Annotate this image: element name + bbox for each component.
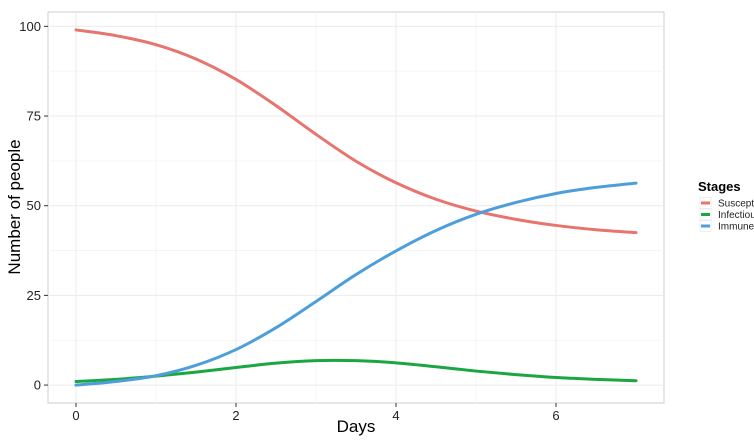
series-line-infectious xyxy=(74,358,638,383)
axis-ticks: 0 2 4 6 0 25 50 75 100 xyxy=(19,19,559,423)
y-axis-title: Number of people xyxy=(5,139,24,274)
y-tick-label: 0 xyxy=(34,378,41,393)
x-tick-label: 4 xyxy=(392,408,399,423)
x-axis-title: Days xyxy=(337,417,376,436)
legend: Stages SusceptibleInfectiousImmune xyxy=(698,179,754,233)
legend-items: SusceptibleInfectiousImmune xyxy=(699,197,754,233)
y-tick-label: 75 xyxy=(27,109,41,124)
x-tick-label: 2 xyxy=(232,408,239,423)
series-layer xyxy=(74,28,638,387)
x-tick-label: 0 xyxy=(72,408,79,423)
y-tick-label: 25 xyxy=(27,288,41,303)
y-tick-label: 50 xyxy=(27,198,41,213)
series-line-immune xyxy=(74,181,638,387)
x-tick-label: 6 xyxy=(552,408,559,423)
y-tick-label: 100 xyxy=(19,19,41,34)
series-line-susceptible xyxy=(74,28,638,235)
legend-title: Stages xyxy=(698,179,741,194)
legend-label-immune: Immune xyxy=(718,222,754,233)
plot-panel xyxy=(47,11,665,404)
legend-label-infectious: Infectious xyxy=(718,210,754,221)
legend-label-susceptible: Susceptible xyxy=(718,199,754,210)
